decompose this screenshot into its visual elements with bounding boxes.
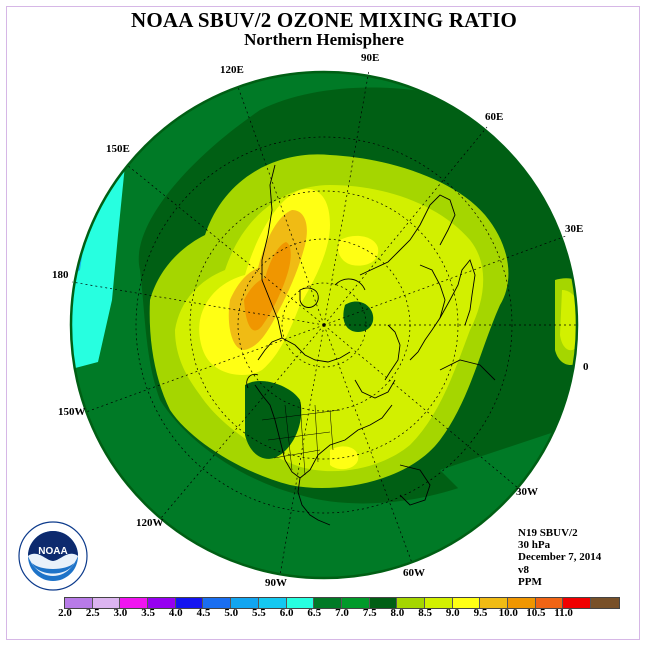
- colorbar-tick-label: 5.0: [224, 607, 239, 619]
- lon-label-0: 0: [583, 361, 589, 373]
- lon-label-180: 180: [52, 269, 69, 281]
- colorbar-cell: [563, 598, 592, 608]
- colorbar-tick-label: 6.0: [279, 607, 294, 619]
- colorbar-cell: [148, 598, 176, 608]
- state-borders: [261, 401, 341, 476]
- lon-label-90w: 90W: [265, 577, 287, 589]
- colorbar-cell: [480, 598, 508, 608]
- colorbar-cell: [591, 598, 619, 608]
- colorbar-cell: [175, 598, 204, 608]
- lon-label-120w: 120W: [136, 517, 164, 529]
- colorbar-cell: [314, 598, 342, 608]
- colorbar-cell: [397, 598, 425, 608]
- colorbar-tick-label: 3.0: [113, 607, 128, 619]
- band-9-5-region: [244, 242, 291, 331]
- colorbar-cell: [203, 598, 232, 608]
- colorbar-labels: 2.0 2.5 3.0 3.5 4.0 4.5 5.0 5.5 6.0 6.5 7.0 7.5 8.0 8…: [0, 607, 648, 621]
- colorbar-tick-label: 6.5: [307, 607, 322, 619]
- colorbar-cell: [508, 598, 536, 608]
- colorbar-tick-label: 8.5: [418, 607, 432, 619]
- colorbar-tick-label: 11.0: [554, 607, 573, 619]
- lon-label-60e: 60E: [485, 111, 503, 123]
- satellite-label: N19 SBUV/2: [518, 527, 578, 539]
- image-frame: [6, 6, 640, 640]
- colorbar-tick-label: 7.5: [362, 607, 377, 619]
- map-subtitle: Northern Hemisphere: [244, 30, 404, 49]
- colorbar-cell: [65, 598, 93, 608]
- lon-label-30w: 30W: [516, 486, 538, 498]
- lon-label-60w: 60W: [403, 567, 425, 579]
- noaa-logo: NOAA: [18, 521, 88, 591]
- band-7-0-pole-cell: [343, 301, 374, 332]
- colorbar-cell: [258, 598, 287, 608]
- colorbar-cell: [286, 598, 315, 608]
- colorbar-tick-label: 5.5: [252, 607, 266, 619]
- colorbar-cell: [120, 598, 149, 608]
- colorbar-cell: [92, 598, 121, 608]
- noaa-wordmark: NOAA: [38, 546, 67, 557]
- map-title: NOAA SBUV/2 OZONE MIXING RATIO: [131, 8, 517, 32]
- band-8-5-central-patch: [338, 235, 379, 266]
- colorbar-tick-label: 2.0: [58, 607, 72, 619]
- lon-label-150e: 150E: [106, 143, 130, 155]
- colorbar-cell: [369, 598, 398, 608]
- colorbar-cell: [341, 598, 370, 608]
- graticule: [71, 69, 577, 576]
- lon-label-150w: 150W: [58, 406, 86, 418]
- colorbar: [64, 597, 620, 609]
- pressure-level-label: 30 hPa: [518, 539, 551, 552]
- lon-label-30e: 30E: [565, 223, 583, 235]
- lon-label-120e: 120E: [220, 64, 244, 76]
- colorbar-tick-label: 8.0: [390, 607, 405, 619]
- band-7-0-alaska-trough: [245, 380, 302, 459]
- lon-label-90e: 90E: [361, 52, 379, 64]
- colorbar-cell: [452, 598, 481, 608]
- colorbar-tick-label: 4.5: [196, 607, 211, 619]
- units-label: PPM: [518, 575, 542, 588]
- colorbar-cell: [231, 598, 259, 608]
- colorbar-cell: [424, 598, 453, 608]
- colorbar-tick-label: 10.0: [498, 607, 518, 619]
- map-boundary: [69, 70, 579, 580]
- colorbar-cell: [535, 598, 564, 608]
- colorbar-tick-label: 4.0: [168, 607, 183, 619]
- colorbar-tick-label: 9.5: [473, 607, 488, 619]
- colorbar-tick-label: 9.0: [445, 607, 460, 619]
- version-label: v8: [518, 563, 529, 576]
- product-info: N19 SBUV/2 30 hPa December 7, 2014 v8 PP…: [518, 527, 601, 588]
- colorbar-tick-label: 7.0: [335, 607, 349, 619]
- longitude-labels: 90E 60E 30E 0 30W 60W 90W 120W 150W 180 …: [52, 52, 589, 589]
- colorbar-tick-label: 2.5: [85, 607, 100, 619]
- colorbar-tick-label: 3.5: [141, 607, 155, 619]
- ozone-field: [71, 72, 577, 578]
- colorbar-tick-label: 10.5: [526, 607, 546, 619]
- date-label: December 7, 2014: [518, 551, 602, 564]
